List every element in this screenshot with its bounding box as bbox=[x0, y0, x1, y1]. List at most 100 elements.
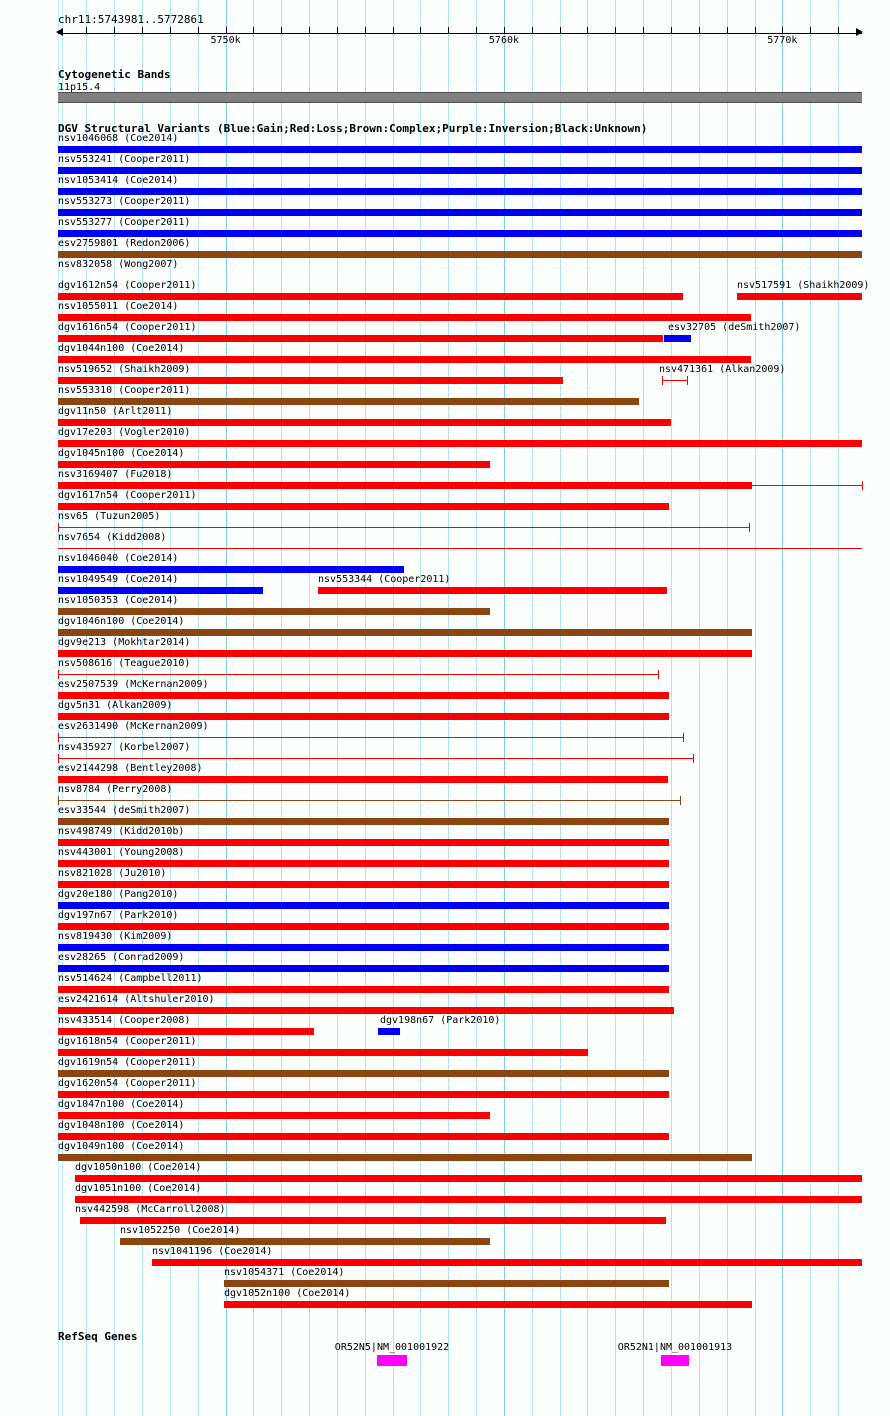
variant-thin-line[interactable] bbox=[662, 380, 687, 381]
variant-label[interactable]: esv2507539 (McKernan2009) bbox=[58, 679, 209, 690]
variant-label[interactable]: dgv197n67 (Park2010) bbox=[58, 910, 179, 921]
variant-label[interactable]: dgv1052n100 (Coe2014) bbox=[224, 1288, 351, 1299]
variant-bar[interactable] bbox=[58, 902, 669, 909]
variant-bar[interactable] bbox=[75, 1175, 862, 1182]
variant-thin-line[interactable] bbox=[58, 737, 683, 738]
variant-label[interactable]: nsv1050353 (Coe2014) bbox=[58, 595, 179, 606]
variant-bar[interactable] bbox=[664, 335, 691, 342]
variant-label[interactable]: nsv471361 (Alkan2009) bbox=[659, 364, 786, 375]
variant-bar[interactable] bbox=[58, 566, 404, 573]
variant-thin-line[interactable] bbox=[58, 800, 680, 801]
variant-label[interactable]: dgv20e180 (Pang2010) bbox=[58, 889, 179, 900]
variant-label[interactable]: dgv5n31 (Alkan2009) bbox=[58, 700, 173, 711]
variant-label[interactable]: nsv821028 (Ju2010) bbox=[58, 868, 167, 879]
variant-bar[interactable] bbox=[737, 293, 862, 300]
variant-label[interactable]: nsv1041196 (Coe2014) bbox=[152, 1246, 273, 1257]
variant-label[interactable]: nsv553241 (Cooper2011) bbox=[58, 154, 191, 165]
variant-label[interactable]: nsv3169407 (Fu2018) bbox=[58, 469, 173, 480]
variant-thin-line[interactable] bbox=[58, 548, 862, 549]
variant-bar[interactable] bbox=[58, 461, 490, 468]
variant-label[interactable]: nsv553277 (Cooper2011) bbox=[58, 217, 191, 228]
variant-bar[interactable] bbox=[58, 335, 663, 342]
variant-bar[interactable] bbox=[58, 146, 862, 153]
variant-label[interactable]: dgv198n67 (Park2010) bbox=[380, 1015, 501, 1026]
variant-bar[interactable] bbox=[378, 1028, 400, 1035]
variant-label[interactable]: esv2421614 (Altshuler2010) bbox=[58, 994, 215, 1005]
variant-label[interactable]: esv28265 (Conrad2009) bbox=[58, 952, 185, 963]
variant-label[interactable]: nsv553310 (Cooper2011) bbox=[58, 385, 191, 396]
variant-label[interactable]: dgv1619n54 (Cooper2011) bbox=[58, 1057, 197, 1068]
variant-label[interactable]: dgv1051n100 (Coe2014) bbox=[75, 1183, 202, 1194]
variant-label[interactable]: dgv1616n54 (Cooper2011) bbox=[58, 322, 197, 333]
variant-label[interactable]: nsv517591 (Shaikh2009) bbox=[737, 280, 870, 291]
variant-thin-line[interactable] bbox=[58, 758, 693, 759]
variant-label[interactable]: esv33544 (deSmith2007) bbox=[58, 805, 191, 816]
variant-label[interactable]: dgv1044n100 (Coe2014) bbox=[58, 343, 185, 354]
variant-label[interactable]: nsv1054371 (Coe2014) bbox=[224, 1267, 345, 1278]
variant-label[interactable]: dgv1047n100 (Coe2014) bbox=[58, 1099, 185, 1110]
variant-label[interactable]: nsv65 (Tuzun2005) bbox=[58, 511, 161, 522]
variant-label[interactable]: dgv1046n100 (Coe2014) bbox=[58, 616, 185, 627]
variant-bar[interactable] bbox=[58, 419, 671, 426]
variant-bar[interactable] bbox=[58, 167, 862, 174]
variant-bar[interactable] bbox=[58, 1133, 669, 1140]
variant-bar[interactable] bbox=[58, 356, 751, 363]
variant-bar[interactable] bbox=[58, 503, 669, 510]
variant-bar[interactable] bbox=[120, 1238, 490, 1245]
variant-label[interactable]: dgv1045n100 (Coe2014) bbox=[58, 448, 185, 459]
variant-bar[interactable] bbox=[58, 440, 862, 447]
variant-label[interactable]: nsv8784 (Perry2008) bbox=[58, 784, 173, 795]
variant-bar[interactable] bbox=[58, 839, 669, 846]
variant-bar[interactable] bbox=[58, 587, 263, 594]
variant-label[interactable]: nsv1046040 (Coe2014) bbox=[58, 553, 179, 564]
variant-bar[interactable] bbox=[58, 188, 862, 195]
variant-bar[interactable] bbox=[58, 1028, 314, 1035]
variant-bar[interactable] bbox=[58, 881, 669, 888]
variant-bar[interactable] bbox=[58, 713, 669, 720]
variant-label[interactable]: esv2144298 (Bentley2008) bbox=[58, 763, 203, 774]
variant-bar[interactable] bbox=[58, 314, 751, 321]
variant-bar[interactable] bbox=[58, 986, 669, 993]
variant-bar[interactable] bbox=[58, 818, 669, 825]
variant-label[interactable]: nsv519652 (Shaikh2009) bbox=[58, 364, 191, 375]
variant-label[interactable]: dgv1620n54 (Cooper2011) bbox=[58, 1078, 197, 1089]
variant-label[interactable]: nsv7654 (Kidd2008) bbox=[58, 532, 167, 543]
variant-bar[interactable] bbox=[58, 230, 862, 237]
variant-label[interactable]: nsv433514 (Cooper2008) bbox=[58, 1015, 191, 1026]
variant-label[interactable]: nsv514624 (Campbell2011) bbox=[58, 973, 203, 984]
variant-label[interactable]: esv2631490 (McKernan2009) bbox=[58, 721, 209, 732]
variant-bar[interactable] bbox=[58, 944, 669, 951]
variant-label[interactable]: nsv1052250 (Coe2014) bbox=[120, 1225, 241, 1236]
variant-label[interactable]: nsv442598 (McCarroll2008) bbox=[75, 1204, 226, 1215]
variant-bar[interactable] bbox=[58, 650, 752, 657]
variant-bar[interactable] bbox=[58, 482, 752, 489]
variant-bar[interactable] bbox=[58, 293, 683, 300]
variant-bar[interactable] bbox=[58, 1007, 674, 1014]
variant-bar[interactable] bbox=[318, 587, 667, 594]
variant-label[interactable]: dgv1618n54 (Cooper2011) bbox=[58, 1036, 197, 1047]
variant-label[interactable]: esv32705 (deSmith2007) bbox=[668, 322, 801, 333]
variant-bar[interactable] bbox=[58, 1049, 588, 1056]
variant-bar[interactable] bbox=[75, 1196, 862, 1203]
variant-bar[interactable] bbox=[58, 377, 563, 384]
variant-label[interactable]: dgv11n50 (Arlt2011) bbox=[58, 406, 173, 417]
variant-thin-line[interactable] bbox=[58, 275, 862, 276]
variant-bar[interactable] bbox=[58, 1070, 669, 1077]
variant-thin-line[interactable] bbox=[58, 527, 749, 528]
variant-label[interactable]: nsv508616 (Teague2010) bbox=[58, 658, 191, 669]
variant-bar[interactable] bbox=[58, 860, 669, 867]
variant-label[interactable]: nsv1053414 (Coe2014) bbox=[58, 175, 179, 186]
variant-label[interactable]: esv2759801 (Redon2006) bbox=[58, 238, 191, 249]
gene-exon-box[interactable] bbox=[661, 1355, 689, 1366]
variant-bar[interactable] bbox=[58, 1154, 752, 1161]
gene-label[interactable]: OR52N1|NM_001001913 bbox=[617, 1342, 733, 1353]
variant-bar[interactable] bbox=[58, 209, 862, 216]
variant-bar[interactable] bbox=[58, 923, 669, 930]
variant-label[interactable]: nsv819430 (Kim2009) bbox=[58, 931, 173, 942]
variant-bar[interactable] bbox=[58, 1091, 669, 1098]
variant-bar[interactable] bbox=[152, 1259, 862, 1266]
variant-bar[interactable] bbox=[58, 608, 490, 615]
variant-label[interactable]: nsv1046068 (Coe2014) bbox=[58, 133, 179, 144]
variant-bar[interactable] bbox=[58, 251, 862, 258]
variant-bar[interactable] bbox=[58, 398, 639, 405]
